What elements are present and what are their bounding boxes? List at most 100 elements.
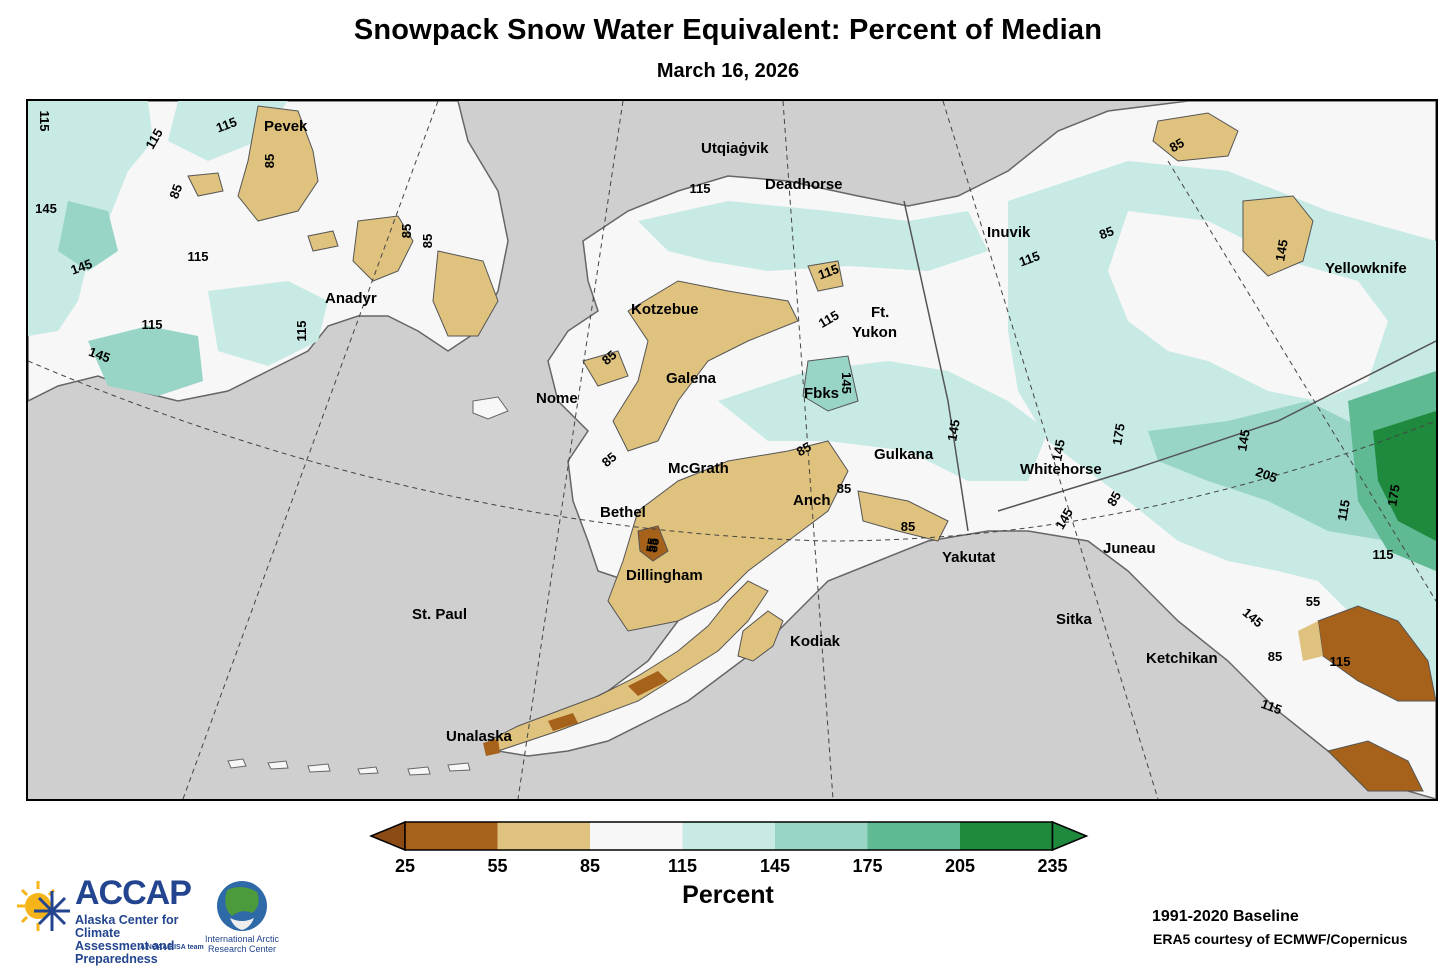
contour-label: 145 — [839, 372, 854, 394]
peninsula-brown — [483, 671, 668, 756]
north-canada-tan — [1152, 112, 1239, 162]
legend-tick-label: 175 — [852, 856, 882, 876]
iarc-logo: International Arctic Research Center — [202, 878, 282, 958]
contour-label: 175 — [1109, 422, 1128, 446]
contour-label: 85 — [399, 224, 414, 238]
city-label: Juneau — [1103, 540, 1156, 557]
legend-tick-label: 205 — [945, 856, 975, 876]
globe-icon — [217, 881, 267, 931]
chukotka-tan-3 — [432, 250, 499, 337]
graticule-lon-4 — [942, 101, 1159, 799]
dillingham-brown — [637, 525, 669, 562]
legend-swatch — [960, 822, 1053, 850]
contour-label: 145 — [69, 256, 95, 278]
chukotka-tan-4 — [187, 172, 224, 197]
contour-label: 85 — [1268, 649, 1282, 664]
chukotka-tan-1 — [237, 105, 319, 222]
map-date: March 16, 2026 — [656, 60, 800, 82]
east-green-205 — [1373, 411, 1436, 541]
map-canvas: Pevek Anadyr Utqiaġvik Deadhorse Inuvik Yello… — [28, 101, 1436, 799]
contour-label: 115 — [690, 181, 711, 196]
graticule-lon-2 — [517, 101, 624, 799]
contour-label: 115 — [816, 261, 841, 282]
contour-label: 175 — [1384, 483, 1403, 507]
interior-teal — [718, 361, 1048, 481]
city-label: Dillingham — [626, 567, 703, 584]
contour-label: 115 — [214, 114, 239, 135]
legend-tick-label: 55 — [487, 856, 507, 876]
accap-logo: ACCAP Alaska Center for Climate Assessme… — [12, 874, 217, 966]
chukotka-teal-se — [208, 281, 328, 366]
contour-label: 85 — [794, 439, 814, 459]
contour-label: 115 — [142, 317, 163, 332]
contour-label: 115 — [188, 249, 209, 264]
se-coast-brown — [1327, 740, 1424, 792]
city-label: McGrath — [668, 460, 729, 477]
city-label: Anadyr — [325, 290, 377, 307]
contour-label: 85 — [645, 537, 662, 554]
bc-brown — [1317, 605, 1436, 702]
city-label: Fbks — [804, 385, 839, 402]
st-lawrence-island — [472, 396, 509, 420]
snowpack-map: Pevek Anadyr Utqiaġvik Deadhorse Inuvik Yello… — [26, 99, 1438, 801]
contour-label: 55 — [1306, 594, 1320, 609]
legend-tick-label: 25 — [395, 856, 415, 876]
canada-white — [1108, 211, 1388, 401]
city-label: Ketchikan — [1146, 650, 1218, 667]
contour-label: 115 — [37, 111, 52, 132]
contour-label: 85 — [1097, 223, 1116, 242]
contour-label: 85 — [166, 182, 185, 201]
legend-swatch — [775, 822, 868, 850]
coast-tan — [857, 490, 949, 542]
city-label: Ft. — [871, 304, 889, 321]
legend-swatch — [682, 822, 775, 850]
contour-label: 115 — [1259, 696, 1284, 717]
north-slope-teal — [638, 201, 988, 271]
legend-swatch — [497, 822, 590, 850]
city-label: Yellowknife — [1325, 260, 1407, 277]
accap-subtitle-line1: Alaska Center for Climate — [75, 913, 179, 940]
contour-label: 115 — [1334, 499, 1352, 522]
contour-label: 205 — [1254, 464, 1280, 486]
graticule-lat — [28, 360, 1436, 542]
city-label: Sitka — [1056, 611, 1093, 628]
iarc-name-line2: Research Center — [207, 944, 277, 954]
city-label: Utqiaġvik — [701, 140, 769, 157]
iarc-name-line1: International Arctic — [204, 934, 280, 944]
sun-snowflake-icon — [17, 881, 70, 931]
contour-label: 85 — [1167, 135, 1187, 155]
chukotka-tan-5 — [307, 230, 339, 252]
city-label: Bethel — [600, 504, 646, 521]
graticule-lon-1 — [182, 101, 439, 799]
legend-over-arrow — [1051, 820, 1089, 852]
aleutian-islands — [227, 758, 471, 776]
contour-label: 85 — [837, 481, 851, 496]
baseline-note: 1991-2020 Baseline — [1152, 908, 1299, 925]
city-label: Gulkana — [874, 446, 934, 463]
city-label: Galena — [666, 370, 717, 387]
contour-label: 115 — [1373, 547, 1394, 562]
city-label: Yukon — [852, 324, 897, 341]
brooks-tan — [807, 260, 844, 292]
chukotka-teal-mid — [58, 201, 118, 271]
legend-swatch — [405, 822, 498, 850]
city-label: Kotzebue — [631, 301, 699, 318]
kodiak-island — [737, 610, 784, 662]
legend-tick-label: 85 — [580, 856, 600, 876]
contour-label: 145 — [87, 344, 113, 366]
color-legend: 25 55 85 115 145 175 205 235 — [369, 820, 1089, 876]
city-label: Kodiak — [790, 633, 841, 650]
contour-label: 115 — [1017, 248, 1042, 269]
city-label: Unalaska — [446, 728, 513, 745]
city-label: Anch — [793, 492, 831, 509]
legend-swatch — [867, 822, 960, 850]
contour-label: 145 — [1049, 438, 1068, 462]
contour-label: 145 — [1234, 428, 1253, 452]
contour-label: 85 — [901, 519, 915, 534]
map-title: Snowpack Snow Water Equivalent: Percent … — [353, 14, 1103, 46]
chukotka-tan-2 — [352, 215, 414, 282]
legend-tick-label: 145 — [760, 856, 790, 876]
contour-label: 115 — [294, 321, 309, 342]
city-label: Nome — [536, 390, 578, 407]
accap-subtitle: Alaska Center for Climate Assessment and… — [75, 914, 217, 966]
